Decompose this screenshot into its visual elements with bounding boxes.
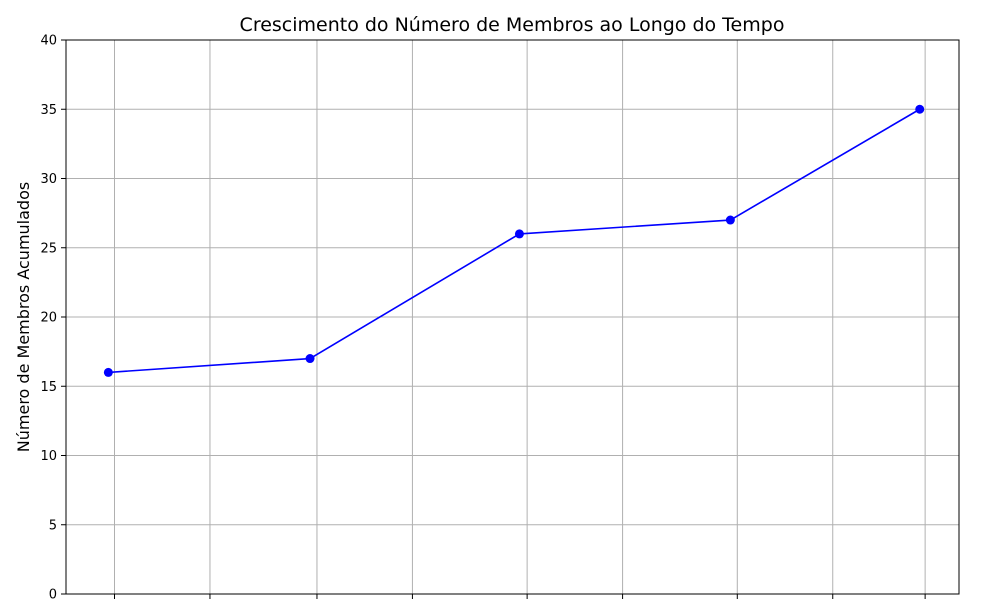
data-point (103, 367, 113, 377)
data-point (514, 229, 524, 239)
y-tick-label: 5 (49, 518, 57, 533)
chart-title: Crescimento do Número de Membros ao Long… (240, 14, 785, 36)
plot-frame (65, 39, 960, 595)
y-tick-label: 35 (40, 103, 57, 118)
data-point (725, 215, 735, 225)
y-axis-label: Número de Membros Acumulados (14, 182, 33, 452)
y-tick-label: 40 (40, 34, 57, 49)
y-tick-label: 25 (40, 241, 57, 256)
series-line (108, 108, 921, 374)
y-tick-label: 0 (49, 588, 57, 600)
grid-lines (66, 39, 959, 595)
y-tick-label: 30 (40, 172, 57, 187)
data-point (305, 354, 315, 364)
series-line-group (103, 104, 925, 377)
y-tick-label: 20 (40, 311, 57, 326)
data-point (915, 104, 925, 114)
y-tick-label: 10 (40, 449, 57, 464)
y-tick-label: 15 (40, 380, 57, 395)
axes: 0 5 10 15 20 25 30 35 40 (40, 34, 960, 600)
